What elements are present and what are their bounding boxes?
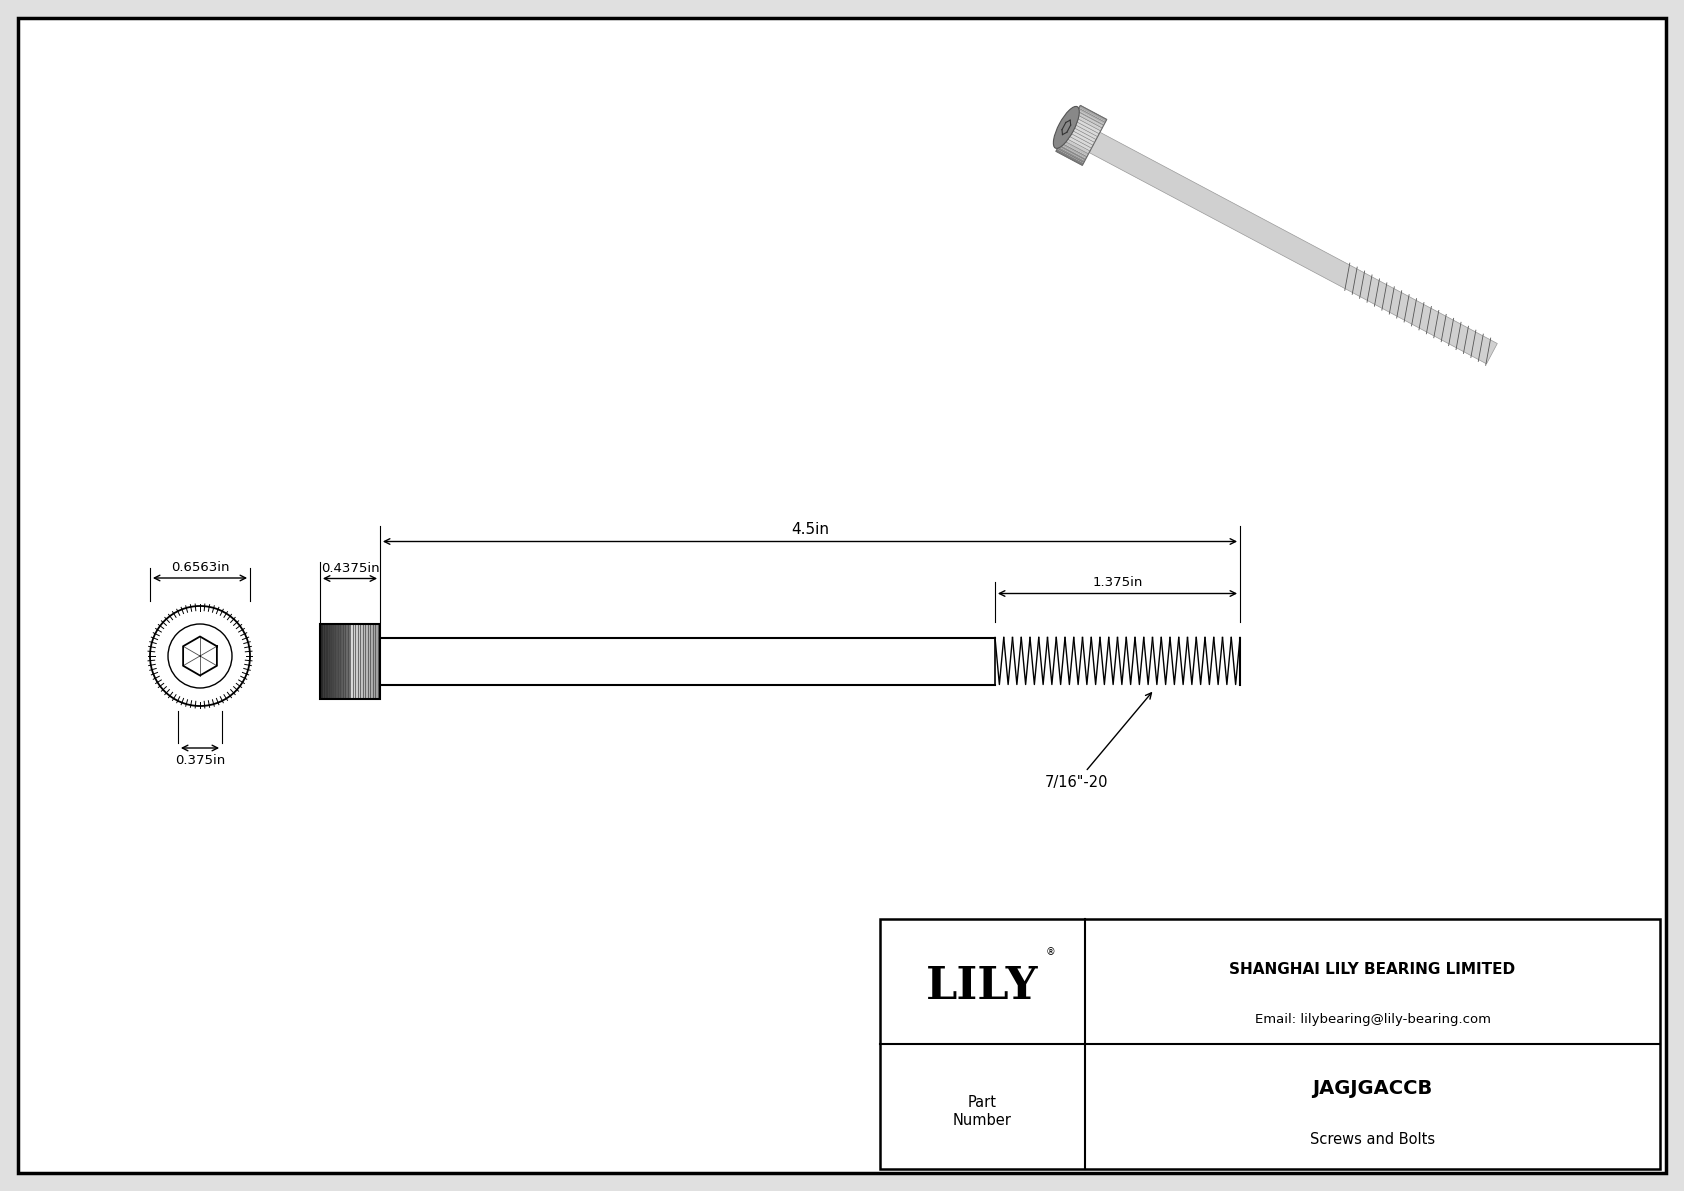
Text: Email: lilybearing@lily-bearing.com: Email: lilybearing@lily-bearing.com bbox=[1255, 1012, 1490, 1025]
Text: SHANGHAI LILY BEARING LIMITED: SHANGHAI LILY BEARING LIMITED bbox=[1229, 961, 1516, 977]
Bar bbox=[328, 624, 330, 698]
Polygon shape bbox=[1063, 137, 1090, 154]
Bar bbox=[374, 624, 376, 698]
Polygon shape bbox=[1071, 119, 1100, 136]
Polygon shape bbox=[1063, 136, 1091, 151]
Polygon shape bbox=[1058, 146, 1084, 163]
Polygon shape bbox=[1069, 124, 1096, 141]
Bar bbox=[330, 624, 332, 698]
Polygon shape bbox=[1079, 105, 1106, 121]
Bar bbox=[344, 624, 347, 698]
Polygon shape bbox=[1068, 129, 1095, 145]
Bar bbox=[342, 624, 344, 698]
Bar bbox=[333, 624, 337, 698]
Bar bbox=[332, 624, 333, 698]
Bar bbox=[995, 637, 1239, 685]
Polygon shape bbox=[1071, 121, 1098, 138]
Bar bbox=[360, 624, 362, 698]
Bar bbox=[376, 624, 379, 698]
Polygon shape bbox=[1063, 118, 1497, 363]
Ellipse shape bbox=[1054, 106, 1079, 149]
Bar bbox=[338, 624, 340, 698]
Bar bbox=[323, 624, 327, 698]
Bar bbox=[350, 624, 352, 698]
Bar bbox=[365, 624, 369, 698]
Bar bbox=[377, 624, 381, 698]
Text: 1.375in: 1.375in bbox=[1093, 576, 1143, 590]
Bar bbox=[354, 624, 357, 698]
Text: 7/16"-20: 7/16"-20 bbox=[1046, 693, 1152, 790]
Bar bbox=[381, 637, 1239, 685]
Bar bbox=[322, 624, 325, 698]
Bar bbox=[352, 624, 354, 698]
Text: ®: ® bbox=[1046, 948, 1056, 958]
Bar bbox=[320, 624, 381, 698]
Polygon shape bbox=[1076, 110, 1105, 126]
Text: 0.375in: 0.375in bbox=[175, 754, 226, 767]
Bar bbox=[359, 624, 360, 698]
Text: JAGJGACCB: JAGJGACCB bbox=[1312, 1079, 1433, 1098]
Polygon shape bbox=[1064, 133, 1093, 149]
Bar bbox=[337, 624, 338, 698]
Polygon shape bbox=[1074, 114, 1101, 131]
Bar bbox=[362, 624, 364, 698]
Polygon shape bbox=[1056, 149, 1083, 166]
Circle shape bbox=[143, 599, 258, 713]
Bar bbox=[372, 624, 374, 698]
Polygon shape bbox=[1068, 126, 1096, 143]
Polygon shape bbox=[1059, 142, 1088, 158]
Text: 4.5in: 4.5in bbox=[791, 523, 829, 537]
Bar bbox=[881, 919, 1660, 1170]
Bar bbox=[370, 624, 372, 698]
Bar bbox=[364, 624, 365, 698]
Bar bbox=[349, 624, 350, 698]
Text: Part
Number: Part Number bbox=[953, 1096, 1012, 1128]
Text: 0.6563in: 0.6563in bbox=[170, 561, 229, 574]
Bar bbox=[355, 624, 359, 698]
Bar bbox=[345, 624, 349, 698]
Bar bbox=[881, 919, 1660, 1170]
Bar bbox=[327, 624, 328, 698]
Text: LILY: LILY bbox=[926, 965, 1039, 1008]
Bar bbox=[340, 624, 342, 698]
Bar bbox=[320, 624, 322, 698]
Text: 0.4375in: 0.4375in bbox=[320, 561, 379, 574]
Polygon shape bbox=[1078, 107, 1106, 124]
Polygon shape bbox=[1066, 131, 1093, 146]
Text: Screws and Bolts: Screws and Bolts bbox=[1310, 1131, 1435, 1147]
Polygon shape bbox=[1073, 117, 1101, 133]
Polygon shape bbox=[1076, 112, 1103, 129]
Polygon shape bbox=[1061, 139, 1088, 156]
Bar bbox=[369, 624, 370, 698]
Polygon shape bbox=[1058, 144, 1086, 161]
